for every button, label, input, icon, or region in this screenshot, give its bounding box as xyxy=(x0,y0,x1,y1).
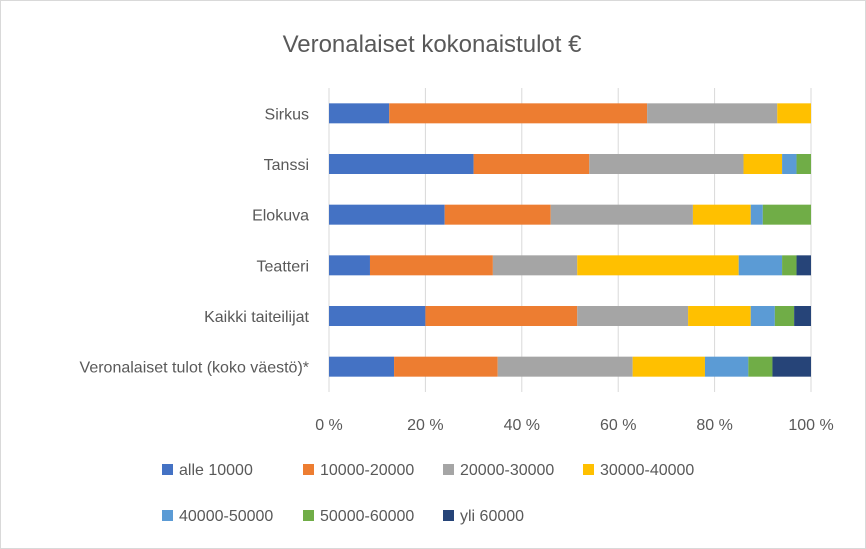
legend-label: 10000-20000 xyxy=(320,462,414,479)
category-label: Teatteri xyxy=(257,258,309,275)
bar-segment xyxy=(329,306,426,326)
legend-swatch xyxy=(303,464,314,475)
legend-swatch xyxy=(162,464,173,475)
legend-swatch xyxy=(303,510,314,521)
bar-segment xyxy=(647,103,778,124)
bar-segment xyxy=(774,306,795,326)
bar-segment xyxy=(425,306,578,326)
x-tick-label: 0 % xyxy=(315,417,343,434)
bar-segment xyxy=(577,306,689,326)
bar-segment xyxy=(743,154,783,174)
legend-label: 30000-40000 xyxy=(600,462,694,479)
bar-segment xyxy=(772,356,811,377)
bar-segment xyxy=(389,103,648,124)
bar-segment xyxy=(777,103,811,124)
bars xyxy=(329,103,811,377)
legend-swatch xyxy=(162,510,173,521)
category-label: Kaikki taiteilijat xyxy=(204,309,309,326)
bar-segment xyxy=(329,255,370,276)
bar-segment xyxy=(738,255,783,276)
bar-segment xyxy=(692,204,751,225)
bar-segment xyxy=(794,306,811,326)
category-label: Veronalaiset tulot (koko väestö)* xyxy=(80,360,309,377)
bar-segment xyxy=(444,204,551,225)
legend-swatch xyxy=(443,464,454,475)
bar-segment xyxy=(329,154,474,174)
bar-segment xyxy=(748,356,773,377)
bar-segment xyxy=(750,306,775,326)
bar-segment xyxy=(369,255,493,276)
x-tick-labels: 0 % 20 % 40 % 60 % 80 % 100 % xyxy=(315,417,833,434)
legend-label: 40000-50000 xyxy=(179,508,273,525)
bar-segment xyxy=(750,204,763,225)
bar-segment xyxy=(492,255,578,276)
bar-segment xyxy=(632,356,705,377)
bar-segment xyxy=(762,204,811,225)
legend-item: alle 10000 xyxy=(162,462,253,479)
legend-label: alle 10000 xyxy=(179,462,253,479)
x-tick-label: 100 % xyxy=(788,417,833,434)
bar-segment xyxy=(394,356,498,377)
legend-item: 40000-50000 xyxy=(162,508,273,525)
x-tick-label: 60 % xyxy=(600,417,636,434)
legend-swatch xyxy=(583,464,594,475)
legend-label: 20000-30000 xyxy=(460,462,554,479)
legend-label: 50000-60000 xyxy=(320,508,414,525)
x-tick-label: 20 % xyxy=(407,417,443,434)
category-label: Tanssi xyxy=(264,157,309,174)
bar-segment xyxy=(688,306,751,326)
category-label: Elokuva xyxy=(252,208,309,225)
legend-item: 30000-40000 xyxy=(583,462,694,479)
legend-swatch xyxy=(443,510,454,521)
legend-item: 50000-60000 xyxy=(303,508,414,525)
legend: alle 10000 10000-20000 20000-30000 30000-40… xyxy=(162,462,694,525)
bar-segment xyxy=(796,154,811,174)
bar-segment xyxy=(796,255,811,276)
bar-segment xyxy=(782,255,797,276)
bar-segment xyxy=(329,204,445,225)
bar-segment xyxy=(589,154,744,174)
bar-segment xyxy=(704,356,749,377)
bar-segment xyxy=(577,255,739,276)
bar-segment xyxy=(782,154,797,174)
legend-item: 20000-30000 xyxy=(443,462,554,479)
chart-title: Veronalaiset kokonaistulot € xyxy=(283,31,583,58)
bar-segment xyxy=(550,204,693,225)
x-tick-label: 80 % xyxy=(696,417,732,434)
bar-segment xyxy=(497,356,633,377)
category-labels: Sirkus Tanssi Elokuva Teatteri Kaikki taitei… xyxy=(80,106,310,376)
category-label: Sirkus xyxy=(265,106,309,123)
x-tick-label: 40 % xyxy=(504,417,540,434)
legend-item: yli 60000 xyxy=(443,508,524,525)
legend-item: 10000-20000 xyxy=(303,462,414,479)
legend-label: yli 60000 xyxy=(460,508,524,525)
bar-segment xyxy=(473,154,590,174)
bar-segment xyxy=(329,356,395,377)
gridlines xyxy=(328,88,812,392)
bar-segment xyxy=(329,103,390,124)
